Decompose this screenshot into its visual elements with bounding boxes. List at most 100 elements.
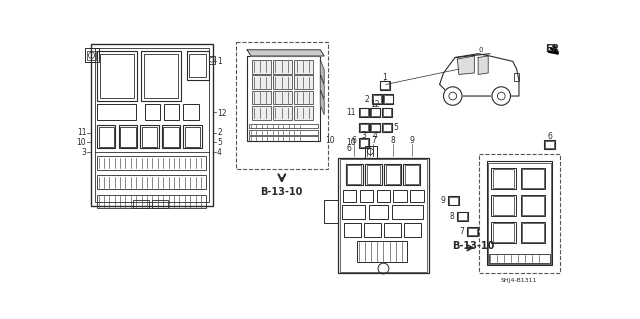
Bar — [492, 195, 516, 216]
Bar — [294, 91, 314, 105]
Text: 10: 10 — [326, 136, 335, 145]
Text: 7: 7 — [371, 136, 376, 145]
Bar — [382, 108, 392, 117]
Bar — [404, 223, 421, 237]
Bar — [97, 175, 206, 189]
Bar — [367, 165, 380, 184]
Bar — [141, 51, 181, 101]
Bar — [250, 136, 318, 141]
Bar — [458, 211, 468, 221]
Polygon shape — [247, 50, 324, 56]
Bar — [383, 124, 391, 131]
Bar — [247, 56, 320, 141]
Polygon shape — [478, 56, 488, 74]
Text: 11: 11 — [77, 129, 86, 137]
Bar — [380, 81, 390, 90]
Bar — [97, 51, 137, 101]
Bar — [294, 60, 314, 74]
Text: 5: 5 — [217, 138, 222, 147]
Bar — [185, 127, 200, 147]
Bar — [489, 254, 550, 263]
Text: 6: 6 — [352, 136, 356, 145]
Bar — [250, 124, 318, 128]
Text: 3: 3 — [81, 148, 86, 157]
Text: 3: 3 — [361, 131, 366, 140]
Polygon shape — [458, 56, 474, 74]
Bar — [140, 125, 159, 148]
Text: 0: 0 — [478, 47, 483, 53]
Bar — [294, 75, 314, 89]
Text: 2: 2 — [364, 95, 369, 104]
Bar — [95, 48, 209, 202]
Polygon shape — [320, 60, 324, 84]
Text: 5: 5 — [394, 123, 398, 132]
Text: 1: 1 — [382, 73, 387, 82]
Bar — [371, 124, 380, 131]
Bar — [340, 159, 428, 271]
Bar — [294, 106, 314, 120]
Bar — [344, 223, 361, 237]
Bar — [342, 190, 356, 202]
Text: 12: 12 — [217, 109, 227, 118]
Bar — [382, 123, 392, 132]
Bar — [273, 60, 292, 74]
Bar — [359, 123, 369, 132]
Bar — [145, 105, 160, 120]
Bar — [359, 108, 369, 117]
Bar — [236, 42, 328, 169]
Bar — [468, 228, 477, 235]
Circle shape — [492, 87, 511, 105]
Text: 6: 6 — [346, 144, 351, 153]
Bar — [467, 227, 478, 236]
Bar — [348, 165, 361, 184]
Bar — [84, 48, 99, 62]
Bar — [371, 108, 380, 116]
Bar — [372, 94, 382, 104]
Bar — [479, 154, 560, 273]
Bar — [342, 205, 365, 219]
Bar — [405, 165, 419, 184]
Bar — [515, 73, 519, 81]
Text: B-13-10: B-13-10 — [260, 187, 303, 197]
Bar — [493, 223, 515, 241]
Text: 9: 9 — [410, 136, 414, 145]
Bar — [163, 127, 179, 147]
Bar — [189, 54, 206, 77]
Bar — [273, 91, 292, 105]
Bar — [383, 94, 394, 104]
Text: FR: FR — [545, 44, 559, 54]
Bar — [338, 158, 429, 273]
Bar — [449, 197, 458, 204]
Bar — [383, 108, 391, 116]
Bar — [493, 169, 515, 188]
Bar — [486, 161, 552, 265]
Text: 11: 11 — [346, 108, 356, 117]
Bar — [360, 139, 368, 147]
Bar — [545, 141, 554, 148]
Bar — [360, 124, 368, 131]
Bar — [91, 44, 212, 206]
Bar — [458, 212, 467, 220]
Bar — [252, 60, 271, 74]
Text: 8: 8 — [390, 136, 395, 145]
Bar — [522, 223, 543, 241]
Bar — [99, 127, 114, 147]
Bar — [120, 127, 136, 147]
Bar — [364, 223, 381, 237]
Bar — [410, 190, 424, 202]
Text: 10: 10 — [346, 138, 356, 147]
Text: 8: 8 — [449, 211, 454, 221]
Bar — [97, 195, 206, 208]
Bar — [372, 95, 381, 103]
Bar — [346, 164, 363, 185]
Text: 6: 6 — [547, 132, 552, 141]
Bar — [522, 196, 543, 215]
Circle shape — [444, 87, 462, 105]
Bar — [520, 221, 545, 243]
Bar — [360, 108, 368, 116]
Bar — [403, 164, 420, 185]
Polygon shape — [320, 75, 324, 99]
Bar — [183, 105, 198, 120]
Bar — [252, 91, 271, 105]
Bar — [520, 195, 545, 216]
